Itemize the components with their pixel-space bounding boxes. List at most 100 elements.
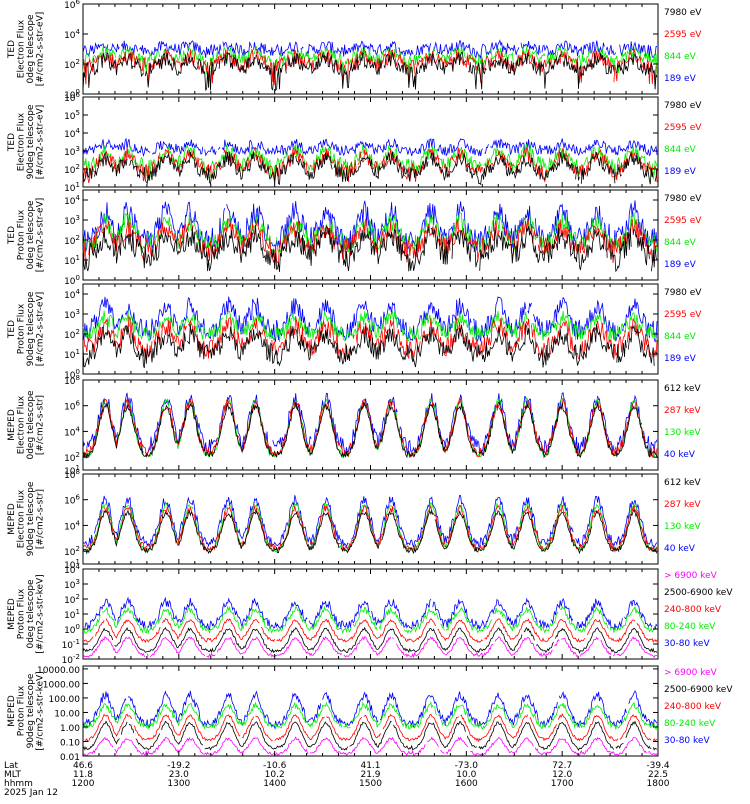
legend-entry-red: 2595 eV <box>664 216 702 226</box>
x-axis-row-label: hhmm <box>4 779 33 789</box>
y-tick-exponent: 2 <box>76 58 80 66</box>
y-tick-label: 104 <box>64 194 80 207</box>
legend-entry-green: 80-240 keV <box>664 622 716 632</box>
series-green-trace <box>82 701 658 731</box>
panel-8: 0.01 0.10 1.00 10.00 100.00 1000.00 10000.00 ME… <box>7 665 733 763</box>
y-tick-exponent: 1 <box>76 181 80 189</box>
legend-entry-green: 80-240 keV <box>664 719 716 729</box>
y-axis-label: TED <box>7 226 17 245</box>
y-tick-label: 0.10 <box>60 738 80 748</box>
y-tick-exponent: 4 <box>76 519 81 527</box>
legend-entry-blue: 30-80 keV <box>664 639 710 649</box>
y-tick-label: 106 <box>64 0 80 11</box>
panel-frame <box>82 96 659 188</box>
x-tick-lat: -73.0 <box>455 761 479 771</box>
y-tick-exponent: 2 <box>76 593 80 601</box>
y-tick-exponent: 4 <box>76 425 81 433</box>
legend-entry-green: 844 eV <box>664 332 697 342</box>
y-tick-exponent: 2 <box>76 451 80 459</box>
legend-entry-blue: 30-80 keV <box>664 736 710 746</box>
x-tick-lat: -19.2 <box>167 761 190 771</box>
y-tick-exponent: 3 <box>76 308 80 316</box>
y-tick-label: 102 <box>64 328 80 341</box>
y-tick-label: 101 <box>64 608 80 621</box>
y-axis-label: Proton Flux <box>17 209 27 260</box>
x-tick-lat: -10.6 <box>263 761 287 771</box>
legend-entry-magenta: > 6900 keV <box>664 668 718 678</box>
y-tick-exponent: 1 <box>76 254 80 262</box>
y-tick-exponent: 1 <box>76 464 80 472</box>
x-tick-mlt: 11.8 <box>73 770 93 780</box>
y-tick-label: 10-2 <box>62 653 80 666</box>
x-tick-lat: -39.4 <box>646 761 670 771</box>
y-tick-label: 1000.00 <box>43 680 80 690</box>
y-axis-label: [#/cm2-s-str] <box>36 489 46 549</box>
y-tick-label: 106 <box>64 494 80 507</box>
y-tick-label: 101 <box>64 254 80 267</box>
legend-entry-red: 240-800 keV <box>664 605 722 615</box>
y-axis-label: [#/cm2-s-str-keV] <box>36 671 46 750</box>
x-tick-mlt: 23.0 <box>169 770 189 780</box>
x-tick-mlt: 10.0 <box>456 770 476 780</box>
panel-frame <box>82 665 659 757</box>
y-axis-label: Electron Flux <box>17 395 27 454</box>
y-tick-exponent: 6 <box>76 0 81 6</box>
y-tick-label: 103 <box>64 145 80 158</box>
legend-entry-blue: 189 eV <box>664 167 697 177</box>
y-axis-label: 90deg telescope <box>26 291 36 366</box>
y-tick-exponent: 5 <box>76 109 80 117</box>
y-tick-label: 102 <box>64 545 80 558</box>
x-axis-row-label: Lat <box>4 761 19 771</box>
y-tick-exponent: 6 <box>76 494 81 502</box>
y-tick-label: 104 <box>64 519 80 532</box>
series-red-trace <box>82 617 658 644</box>
legend-entry-green: 844 eV <box>664 52 697 62</box>
y-axis-label: 90deg telescope <box>26 673 36 748</box>
y-tick-label: 103 <box>64 578 80 591</box>
legend-entry-black: 7980 eV <box>664 101 702 111</box>
y-tick-exponent: 1 <box>76 608 80 616</box>
y-axis-label: [#/cm2-s-str-eV] <box>36 292 46 367</box>
x-tick-mlt: 21.9 <box>360 770 380 780</box>
series-blue-trace <box>82 39 658 60</box>
y-tick-label: 101 <box>64 348 80 361</box>
x-tick-hhmm: 1700 <box>551 779 574 789</box>
x-tick-mlt: 22.5 <box>648 770 668 780</box>
legend-entry-blue: 40 keV <box>664 450 696 460</box>
y-axis-label: MEPED <box>7 409 17 441</box>
y-tick-label: 100 <box>64 274 80 287</box>
legend-entry-green: 130 keV <box>664 522 701 532</box>
series-magenta-trace <box>82 636 658 659</box>
legend-entry-magenta: > 6900 keV <box>664 571 718 581</box>
y-tick-label: 104 <box>64 28 80 41</box>
x-tick-hhmm: 1800 <box>647 779 670 789</box>
legend-entry-green: 130 keV <box>664 428 701 438</box>
y-axis-label: 0deg telescope <box>26 579 36 649</box>
series-black-trace <box>82 509 658 555</box>
y-axis-label: TED <box>7 133 17 152</box>
legend-entry-black: 2500-6900 keV <box>664 685 733 695</box>
y-tick-exponent: 0 <box>76 274 80 282</box>
x-tick-hhmm: 1200 <box>72 779 95 789</box>
legend-entry-black: 612 keV <box>664 478 701 488</box>
legend-entry-black: 612 keV <box>664 384 701 394</box>
y-tick-label: 102 <box>64 593 80 606</box>
y-tick-exponent: 3 <box>76 578 80 586</box>
y-axis-label: Electron Flux <box>17 19 27 78</box>
y-tick-label: 104 <box>64 288 80 301</box>
legend-entry-black: 2500-6900 keV <box>664 588 733 598</box>
y-tick-label: 103 <box>64 214 80 227</box>
y-tick-exponent: 3 <box>76 214 80 222</box>
y-tick-label: 100.00 <box>49 695 81 705</box>
y-axis-label: Proton Flux <box>17 588 27 639</box>
y-tick-label: 0.01 <box>60 753 80 763</box>
series-black-trace <box>82 323 658 369</box>
y-axis-label: MEPED <box>7 695 17 727</box>
y-tick-label: 105 <box>64 109 80 122</box>
y-tick-label: 102 <box>64 234 80 247</box>
legend-entry-red: 287 keV <box>664 500 701 510</box>
x-tick-hhmm: 1300 <box>167 779 190 789</box>
legend-entry-red: 2595 eV <box>664 123 702 133</box>
y-tick-label: 10.00 <box>54 709 80 719</box>
